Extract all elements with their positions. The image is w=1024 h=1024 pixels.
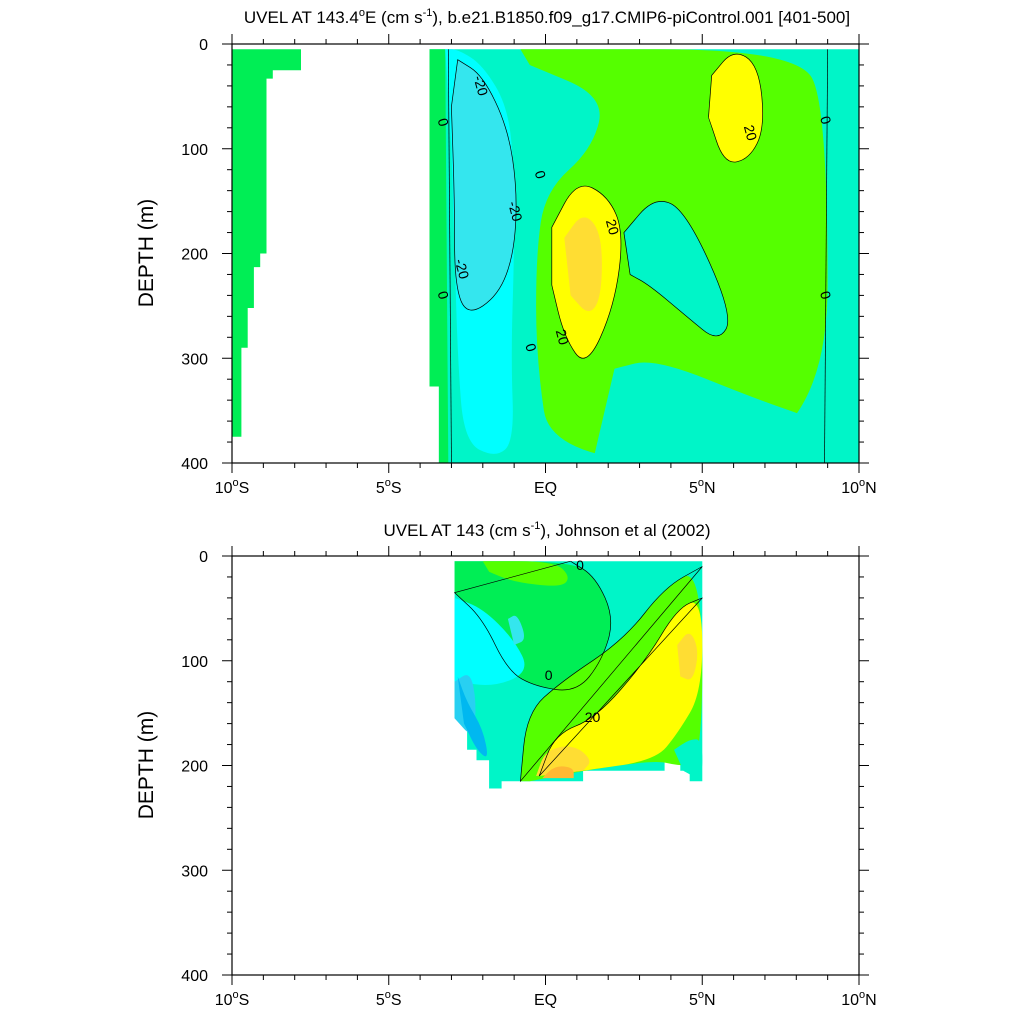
bottom-title: UVEL AT 143 (cm s-1), Johnson et al (200… — [384, 520, 711, 540]
contour-label: 0 — [435, 289, 453, 301]
bottom-x-tick-labels: 10oS 5oS EQ 5oN 10oN — [215, 989, 877, 1009]
bottom-contour-labels: 0 0 20 — [545, 557, 601, 725]
top-title: UVEL AT 143.4oE (cm s-1), b.e21.B1850.f0… — [244, 7, 850, 27]
contour-label: 0 — [545, 667, 553, 683]
bottom-axis-ticks — [222, 546, 869, 985]
bottom-y-tick-labels: 0 100 200 300 400 — [181, 549, 208, 985]
necc-plus20-region — [708, 54, 763, 163]
top-contour-lines — [447, 49, 828, 463]
bottom-panel: UVEL AT 143 (cm s-1), Johnson et al (200… — [135, 520, 877, 1009]
top-contour-fills — [232, 49, 859, 463]
x-tick-label: EQ — [534, 480, 557, 497]
x-tick-label: 10oN — [841, 477, 876, 497]
obs-plus40-region — [542, 766, 574, 779]
contour-plus20-euc — [551, 185, 622, 359]
obs-contour-zero — [453, 560, 612, 691]
top-y-axis-label: DEPTH (m) — [135, 199, 158, 308]
contour-label: 20 — [741, 123, 761, 142]
top-contour-labels: -20 0 -20 -20 0 0 20 20 0 20 0 0 — [435, 74, 835, 354]
contour-plus10-gap — [623, 201, 729, 337]
y-tick-label: 300 — [181, 863, 208, 880]
contour-minus20 — [451, 59, 517, 311]
eastward-gap-region — [623, 201, 728, 336]
x-tick-label: 5oN — [689, 989, 716, 1009]
y-tick-label: 100 — [181, 654, 208, 671]
contour-label: 0 — [576, 557, 584, 573]
contour-label: -20 — [471, 74, 492, 98]
obs-plus30-region — [536, 746, 590, 776]
top-axis-ticks — [222, 34, 869, 473]
contour-label: 20 — [603, 217, 623, 236]
contour-zero-east — [824, 49, 828, 463]
contour-label: 0 — [435, 116, 453, 128]
contour-plus20-necc — [708, 53, 764, 163]
x-tick-label: 5oN — [689, 477, 716, 497]
contour-label: -20 — [505, 199, 526, 223]
obs-zero-region — [454, 561, 611, 690]
x-tick-label: EQ — [534, 992, 557, 1009]
y-tick-label: 400 — [181, 968, 208, 985]
top-x-tick-labels: 10oS 5oS EQ 5oN 10oN — [215, 477, 877, 497]
x-tick-label: 10oS — [215, 477, 250, 497]
coastal-strip-region — [429, 49, 449, 463]
obs-east-lower-region — [674, 739, 703, 778]
y-tick-label: 0 — [199, 549, 208, 566]
y-tick-label: 300 — [181, 351, 208, 368]
obs-plus30-east — [677, 633, 698, 680]
obs-plus20-region — [539, 602, 703, 776]
bottom-contour-fills — [454, 561, 703, 789]
bottom-contour-lines — [453, 560, 703, 783]
y-tick-label: 0 — [199, 37, 208, 54]
top-y-tick-labels: 0 100 200 300 400 — [181, 37, 208, 473]
coastal-zero-region — [232, 49, 301, 437]
contour-label: 0 — [817, 289, 835, 301]
x-tick-label: 10oS — [215, 989, 250, 1009]
bottom-y-axis-label: DEPTH (m) — [135, 711, 158, 820]
x-tick-label: 10oN — [841, 989, 876, 1009]
euc-plus30-region — [564, 217, 602, 312]
obs-westward-region — [454, 597, 525, 685]
lower-right-region — [592, 362, 823, 463]
westward-minus20-region — [451, 59, 517, 311]
x-tick-label: 5oS — [376, 477, 402, 497]
obs-contour-plus20 — [538, 597, 703, 777]
contour-label: 0 — [522, 342, 540, 354]
contour-zero-west — [447, 49, 452, 463]
y-tick-label: 200 — [181, 759, 208, 776]
contour-label: 20 — [585, 709, 601, 725]
obs-contour-plus10 — [519, 566, 703, 783]
x-tick-label: 5oS — [376, 989, 402, 1009]
obs-minus40-region — [457, 676, 487, 757]
contour-label: 0 — [817, 114, 835, 126]
contour-label: 0 — [532, 169, 550, 181]
contour-label: -20 — [452, 257, 473, 281]
y-tick-label: 100 — [181, 142, 208, 159]
y-tick-label: 200 — [181, 247, 208, 264]
top-panel: UVEL AT 143.4oE (cm s-1), b.e21.B1850.f0… — [135, 7, 877, 497]
contour-label: 20 — [553, 327, 573, 346]
obs-minus20-patch — [507, 615, 525, 645]
y-tick-label: 400 — [181, 456, 208, 473]
